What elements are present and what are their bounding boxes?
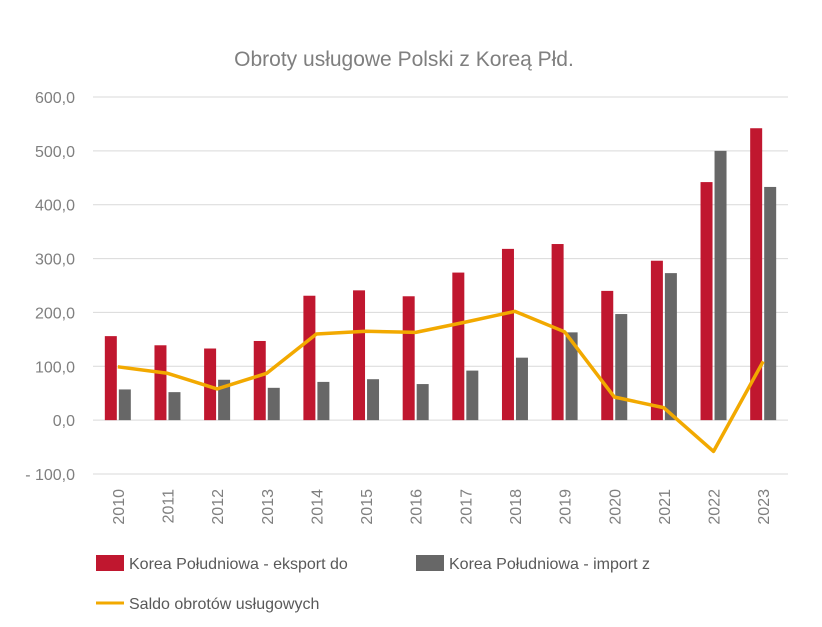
y-tick-label: 300,0 [35,252,75,269]
x-tick-label: 2020 [607,489,624,525]
y-tick-label: 0,0 [53,413,75,430]
x-tick-label: 2021 [657,489,674,525]
bar-eksport [204,348,217,421]
bar-eksport [154,345,167,421]
x-axis: 2010 2011 2012 2013 2014 2015 2016 2017 2018 2019… [111,489,773,525]
x-tick-label: 2023 [756,489,773,525]
saldo-line [117,309,765,454]
chart-title: Obroty usługowe Polski z Koreą Płd. [234,48,574,71]
bar-import [367,379,380,421]
y-tick-label: 500,0 [35,144,75,161]
x-tick-label: 2012 [210,489,227,525]
y-tick-label: 200,0 [35,305,75,322]
legend-label-saldo: Saldo obrotów usługowych [129,596,319,613]
legend-swatch-eksport [96,555,124,571]
bar-import [317,381,330,421]
x-tick-label: 2017 [458,489,475,525]
bar-eksport [650,260,663,421]
x-tick-label: 2016 [409,489,426,525]
x-tick-label: 2015 [359,489,376,525]
bar-eksport [253,340,266,421]
legend-label-import: Korea Południowa - import z [449,556,650,573]
x-tick-label: 2022 [707,489,724,525]
bar-eksport [303,295,316,421]
bar-import [714,150,727,421]
gridlines [93,96,788,475]
bar-import [118,389,131,421]
y-tick-label: - 100,0 [25,467,75,484]
bar-import [664,273,677,421]
bar-import [565,332,578,421]
bar-eksport [700,182,713,421]
bar-eksport [750,128,763,421]
bar-import [267,387,280,421]
y-tick-label: 400,0 [35,198,75,215]
x-tick-label: 2010 [111,489,128,525]
x-tick-label: 2014 [309,489,326,525]
y-axis: 600,0 500,0 400,0 300,0 200,0 100,0 0,0 - 100,0 [25,90,75,484]
x-tick-label: 2019 [558,489,575,525]
bar-eksport [402,296,415,421]
legend-swatch-import [416,555,444,571]
y-tick-label: 100,0 [35,359,75,376]
bar-eksport [601,290,614,421]
bar-eksport [452,272,465,421]
x-tick-label: 2018 [508,489,525,525]
bar-eksport [501,248,514,421]
bar-import [168,392,181,421]
x-tick-label: 2011 [160,489,177,524]
bar-import [615,314,628,421]
bar-import [218,379,231,421]
legend-label-eksport: Korea Południowa - eksport do [129,556,348,573]
y-tick-label: 600,0 [35,90,75,107]
bar-import [764,186,777,421]
x-tick-label: 2013 [260,489,277,525]
saldo-polyline [117,309,765,454]
bar-import [466,370,479,421]
bar-import [515,357,528,421]
bars [104,128,777,421]
bar-eksport [353,290,366,421]
legend: Korea Południowa - eksport do Korea Połu… [96,555,650,613]
bar-import [416,384,429,421]
bar-eksport [104,336,117,421]
bar-eksport [551,244,564,421]
